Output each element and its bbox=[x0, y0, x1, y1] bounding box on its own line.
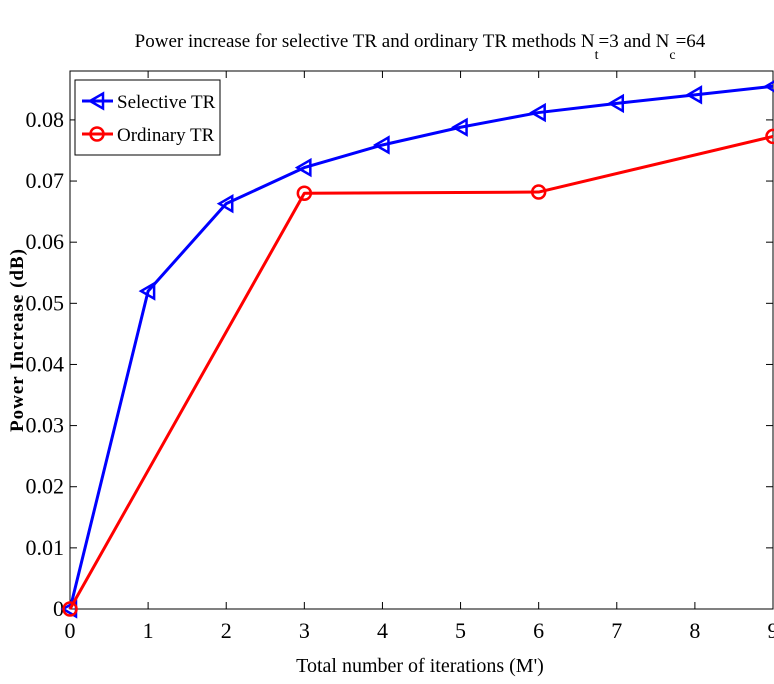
x-tick-label: 0 bbox=[65, 618, 76, 643]
y-tick-label: 0.02 bbox=[26, 474, 65, 499]
y-tick-labels: 0 0.01 0.02 0.03 0.04 0.05 0.06 0.07 0.08 bbox=[26, 107, 65, 621]
series-layer bbox=[60, 80, 774, 619]
data-point bbox=[685, 85, 703, 105]
y-tick-label: 0.03 bbox=[26, 413, 65, 438]
data-point bbox=[138, 281, 156, 301]
x-tick-label: 4 bbox=[377, 618, 388, 643]
data-point bbox=[763, 80, 774, 93]
series-2 bbox=[62, 128, 774, 617]
data-point bbox=[296, 185, 313, 202]
data-point bbox=[62, 601, 78, 617]
chart-title-suffix: =64 bbox=[676, 31, 706, 52]
x-tick-label: 8 bbox=[689, 618, 700, 643]
x-tick-label: 2 bbox=[221, 618, 232, 643]
plot-area bbox=[69, 70, 774, 610]
legend-label: Ordinary TR bbox=[117, 125, 215, 146]
chart-title-prefix: Power increase for selective TR and ordi… bbox=[135, 31, 595, 52]
x-tick-label: 5 bbox=[455, 618, 466, 643]
x-tick-label: 9 bbox=[768, 618, 774, 643]
legend: Selective TR Ordinary TR bbox=[74, 79, 221, 156]
y-tick-label: 0.06 bbox=[26, 229, 65, 254]
data-point bbox=[372, 135, 390, 155]
series-line bbox=[68, 84, 774, 610]
data-point bbox=[451, 117, 468, 137]
y-tick-label: 0.08 bbox=[26, 107, 65, 132]
legend-marker bbox=[87, 91, 105, 111]
data-point bbox=[607, 93, 625, 114]
data-point bbox=[294, 157, 312, 178]
chart-title-sub1: t bbox=[595, 48, 599, 63]
y-tick-label: 0.04 bbox=[26, 351, 65, 376]
chart-title-sub2: c bbox=[669, 48, 675, 63]
y-tick-label: 0.05 bbox=[26, 290, 65, 315]
y-tick-label: 0.07 bbox=[26, 168, 65, 193]
x-tick-label: 3 bbox=[299, 618, 310, 643]
y-axis-label: Power Increase (dB) bbox=[7, 248, 28, 432]
series-line bbox=[68, 134, 774, 610]
data-point bbox=[529, 102, 546, 123]
data-point bbox=[765, 128, 774, 145]
x-tick-labels: 0 1 2 3 4 5 6 7 8 9 bbox=[65, 618, 774, 643]
x-tick-label: 6 bbox=[533, 618, 544, 643]
chart-title: Power increase for selective TR and ordi… bbox=[135, 31, 706, 63]
y-tick-label: 0.01 bbox=[26, 535, 65, 560]
legend-marker bbox=[89, 126, 105, 142]
chart-title-mid: =3 and N bbox=[599, 31, 670, 52]
legend-box bbox=[74, 79, 221, 156]
x-tick-label: 7 bbox=[611, 618, 622, 643]
legend-label: Selective TR bbox=[117, 92, 216, 113]
y-tick-label: 0 bbox=[53, 596, 64, 621]
x-axis-label: Total number of iterations (M') bbox=[296, 655, 544, 677]
data-point bbox=[216, 194, 234, 214]
x-tick-label: 1 bbox=[143, 618, 154, 643]
data-point bbox=[530, 184, 547, 200]
